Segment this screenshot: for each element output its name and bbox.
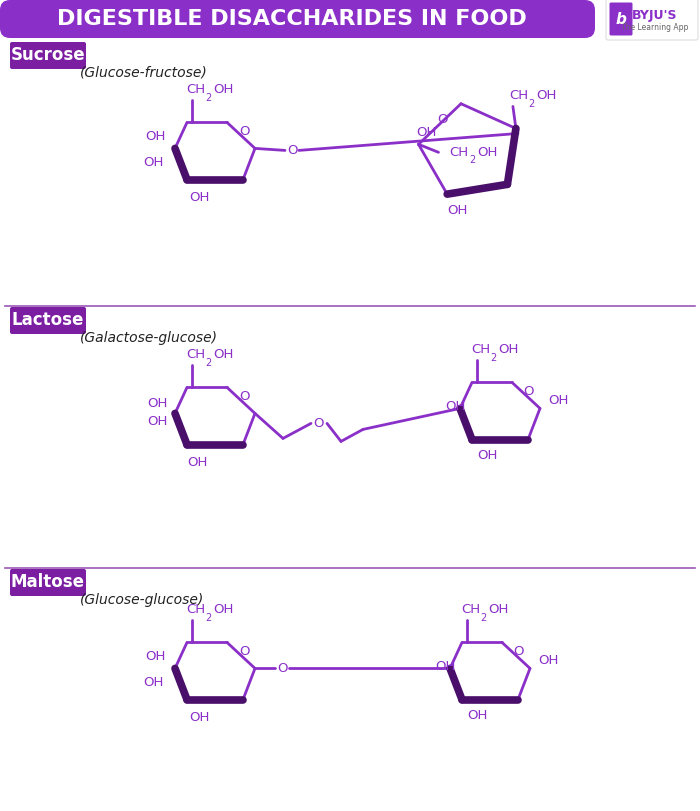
- Text: O: O: [239, 390, 249, 403]
- Text: O: O: [314, 417, 324, 430]
- Text: CH: CH: [461, 603, 480, 616]
- FancyBboxPatch shape: [10, 569, 86, 596]
- Text: OH: OH: [143, 156, 163, 169]
- Text: OH: OH: [189, 711, 209, 724]
- Text: OH: OH: [477, 146, 498, 159]
- Text: OH: OH: [536, 89, 557, 102]
- Text: OH: OH: [477, 449, 497, 462]
- Text: b: b: [615, 11, 626, 27]
- FancyBboxPatch shape: [0, 0, 595, 38]
- Text: OH: OH: [488, 603, 508, 616]
- Text: O: O: [524, 385, 534, 398]
- FancyBboxPatch shape: [10, 42, 86, 69]
- Text: (Glucose-glucose): (Glucose-glucose): [80, 593, 204, 607]
- Text: BYJU'S: BYJU'S: [632, 8, 678, 22]
- Text: (Glucose-fructose): (Glucose-fructose): [80, 66, 208, 80]
- Text: 2: 2: [490, 353, 496, 363]
- Text: OH: OH: [447, 204, 468, 217]
- Text: OH: OH: [145, 650, 165, 663]
- Text: OH: OH: [444, 400, 466, 413]
- Text: OH: OH: [143, 676, 163, 689]
- FancyBboxPatch shape: [606, 0, 698, 40]
- Text: O: O: [514, 645, 524, 658]
- Text: Maltose: Maltose: [11, 573, 85, 591]
- Text: CH: CH: [186, 603, 205, 616]
- Text: O: O: [438, 113, 448, 126]
- Text: OH: OH: [548, 394, 568, 407]
- Text: CH: CH: [186, 83, 205, 96]
- Text: Sucrose: Sucrose: [10, 46, 85, 64]
- Text: OH: OH: [416, 126, 437, 139]
- Text: O: O: [239, 645, 249, 658]
- FancyBboxPatch shape: [10, 307, 86, 334]
- Text: OH: OH: [187, 456, 207, 469]
- Text: O: O: [239, 125, 249, 138]
- Text: OH: OH: [213, 603, 233, 616]
- Text: O: O: [287, 144, 298, 157]
- Text: OH: OH: [435, 660, 455, 673]
- Text: The Learning App: The Learning App: [622, 24, 689, 32]
- Text: 2: 2: [205, 613, 211, 623]
- Text: CH: CH: [509, 89, 528, 102]
- Text: OH: OH: [538, 654, 558, 667]
- FancyBboxPatch shape: [610, 2, 633, 36]
- Text: (Galactose-glucose): (Galactose-glucose): [80, 331, 218, 345]
- Text: OH: OH: [467, 709, 487, 722]
- Text: Lactose: Lactose: [12, 311, 84, 329]
- Text: DIGESTIBLE DISACCHARIDES IN FOOD: DIGESTIBLE DISACCHARIDES IN FOOD: [57, 9, 527, 29]
- Text: OH: OH: [189, 191, 209, 204]
- Text: OH: OH: [213, 348, 233, 361]
- Text: CH: CH: [471, 343, 490, 356]
- Text: OH: OH: [147, 397, 167, 410]
- Text: 2: 2: [205, 358, 211, 368]
- Text: 2: 2: [205, 93, 211, 103]
- Text: OH: OH: [145, 130, 165, 143]
- Text: 2: 2: [480, 613, 486, 623]
- Text: 2: 2: [528, 99, 534, 109]
- Text: 2: 2: [470, 156, 476, 165]
- Text: OH: OH: [498, 343, 519, 356]
- Text: OH: OH: [147, 415, 167, 428]
- Text: OH: OH: [213, 83, 233, 96]
- Text: CH: CH: [449, 146, 468, 159]
- Text: CH: CH: [186, 348, 205, 361]
- Text: O: O: [276, 662, 287, 675]
